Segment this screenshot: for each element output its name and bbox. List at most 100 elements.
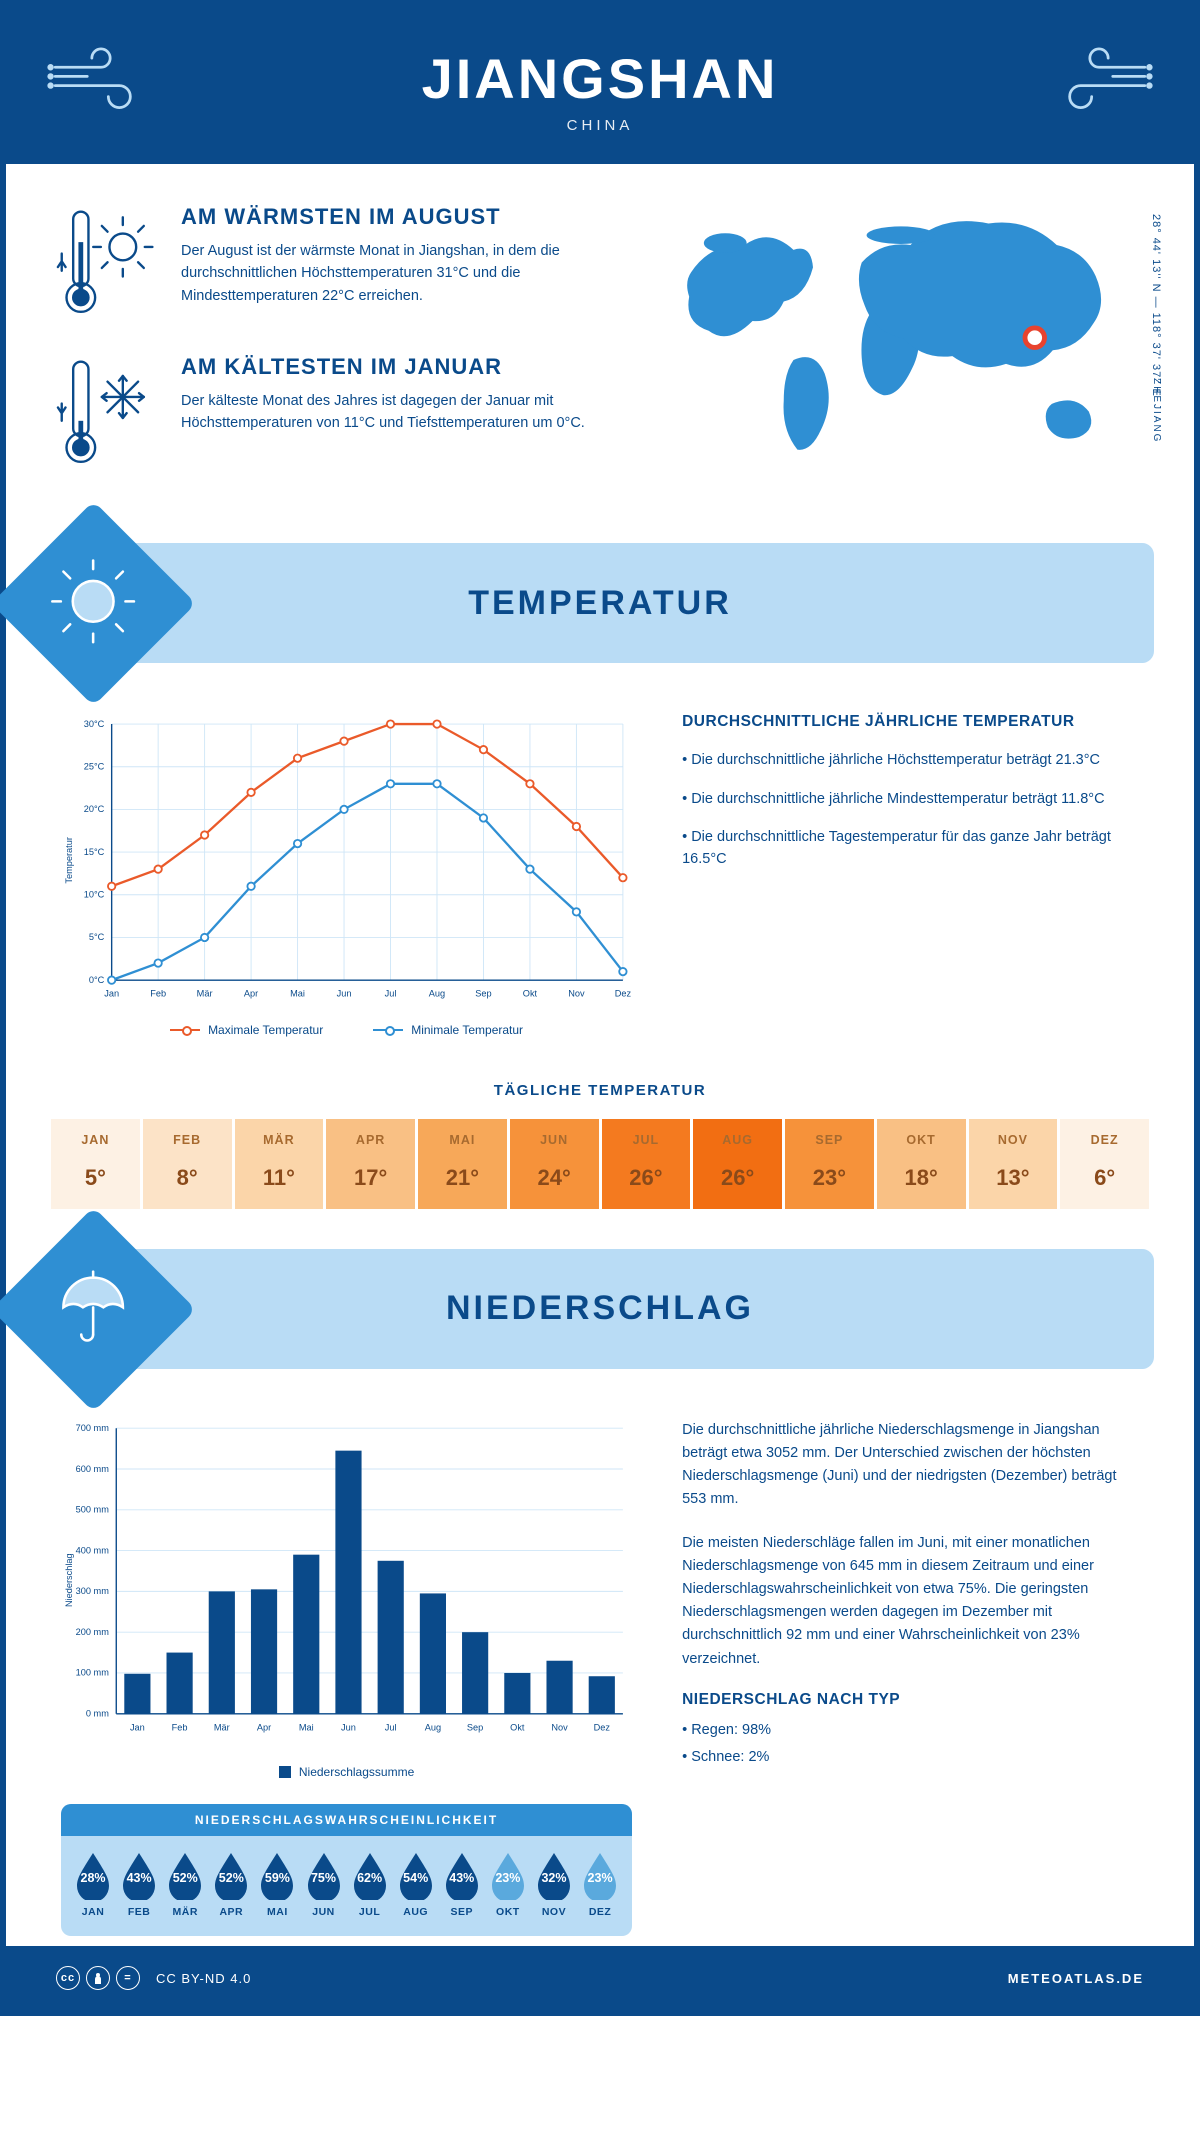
precipitation-probability-box: NIEDERSCHLAGSWAHRSCHEINLICHKEIT 28%JAN43… [61, 1804, 632, 1936]
license-block: cc = CC BY-ND 4.0 [56, 1966, 251, 1990]
infographic-frame: JIANGSHAN CHINA AM WÄRMS [0, 0, 1200, 2016]
nd-icon: = [116, 1966, 140, 1990]
daily-cell: APR17° [326, 1119, 415, 1209]
svg-text:Jun: Jun [337, 989, 352, 999]
world-map [657, 204, 1144, 477]
daily-cell: AUG26° [693, 1119, 782, 1209]
daily-cell: OKT18° [877, 1119, 966, 1209]
svg-text:Nov: Nov [568, 989, 585, 999]
svg-text:10°C: 10°C [84, 890, 105, 900]
svg-text:Mai: Mai [299, 1722, 314, 1732]
daily-temp-grid: JAN5°FEB8°MÄR11°APR17°MAI21°JUN24°JUL26°… [51, 1119, 1149, 1209]
svg-text:Feb: Feb [150, 989, 166, 999]
svg-text:Mai: Mai [290, 989, 305, 999]
prob-cell: 32%NOV [532, 1850, 576, 1918]
prob-cell: 52%MÄR [163, 1850, 207, 1918]
svg-text:Mär: Mär [214, 1722, 230, 1732]
summary-row: AM WÄRMSTEN IM AUGUST Der August ist der… [6, 164, 1194, 533]
svg-text:Niederschlag: Niederschlag [64, 1553, 74, 1607]
precipitation-content: Niederschlag 0 mm 100 mm 200 mm 300 mm 400 m… [6, 1399, 1194, 1947]
daily-cell: DEZ6° [1060, 1119, 1149, 1209]
svg-text:Sep: Sep [467, 1722, 483, 1732]
svg-text:Jun: Jun [341, 1722, 356, 1732]
prob-cell: 75%JUN [301, 1850, 345, 1918]
daily-cell: MÄR11° [235, 1119, 324, 1209]
prob-cell: 23%OKT [486, 1850, 530, 1918]
svg-text:700 mm: 700 mm [76, 1423, 110, 1433]
svg-text:Aug: Aug [425, 1722, 441, 1732]
prob-cell: 43%SEP [440, 1850, 484, 1918]
coldest-block: AM KÄLTESTEN IM JANUAR Der kälteste Mona… [56, 354, 617, 474]
daily-cell: MAI21° [418, 1119, 507, 1209]
temp-info-title: DURCHSCHNITTLICHE JÄHRLICHE TEMPERATUR [682, 713, 1139, 731]
umbrella-icon [0, 1207, 196, 1412]
prob-title: NIEDERSCHLAGSWAHRSCHEINLICHKEIT [61, 1804, 632, 1836]
temperature-title: TEMPERATUR [46, 584, 1154, 623]
svg-text:400 mm: 400 mm [76, 1545, 110, 1555]
wind-icon-left [46, 41, 156, 121]
svg-text:100 mm: 100 mm [76, 1668, 110, 1678]
temperature-line-chart: Temperatur 0°C5°C10°C15°C20°C25°C30°CJan… [61, 713, 632, 1008]
daily-cell: SEP23° [785, 1119, 874, 1209]
svg-text:Jan: Jan [130, 1722, 145, 1732]
daily-cell: NOV13° [969, 1119, 1058, 1209]
precipitation-bar-chart: Niederschlag 0 mm 100 mm 200 mm 300 mm 400 m… [61, 1419, 632, 1751]
svg-text:500 mm: 500 mm [76, 1504, 110, 1514]
svg-text:Feb: Feb [172, 1722, 188, 1732]
svg-text:Okt: Okt [510, 1722, 525, 1732]
temp-info-p2: • Die durchschnittliche jährliche Mindes… [682, 788, 1139, 810]
precip-p2: Die meisten Niederschläge fallen im Juni… [682, 1532, 1139, 1671]
site-label: METEOATLAS.DE [1008, 1971, 1144, 1986]
header: JIANGSHAN CHINA [6, 6, 1194, 164]
country-label: CHINA [26, 117, 1174, 134]
by-icon [86, 1966, 110, 1990]
coldest-title: AM KÄLTESTEN IM JANUAR [181, 354, 617, 380]
temperature-content: Temperatur 0°C5°C10°C15°C20°C25°C30°CJan… [6, 693, 1194, 1057]
warmest-title: AM WÄRMSTEN IM AUGUST [181, 204, 617, 230]
svg-text:Aug: Aug [429, 989, 445, 999]
temp-info-p1: • Die durchschnittliche jährliche Höchst… [682, 749, 1139, 771]
svg-text:15°C: 15°C [84, 847, 105, 857]
svg-text:Apr: Apr [257, 1722, 271, 1732]
precip-type-title: NIEDERSCHLAG NACH TYP [682, 1691, 1139, 1709]
svg-text:0°C: 0°C [89, 975, 105, 985]
svg-text:Jul: Jul [385, 989, 397, 999]
temperature-banner: TEMPERATUR [46, 543, 1154, 663]
cc-icon: cc [56, 1966, 80, 1990]
precip-type-p1: • Regen: 98% [682, 1719, 1139, 1742]
svg-text:25°C: 25°C [84, 762, 105, 772]
daily-cell: JAN5° [51, 1119, 140, 1209]
svg-text:Temperatur: Temperatur [64, 837, 74, 884]
svg-text:Mär: Mär [197, 989, 213, 999]
prob-cell: 23%DEZ [578, 1850, 622, 1918]
svg-text:Dez: Dez [594, 1722, 611, 1732]
svg-text:Jul: Jul [385, 1722, 397, 1732]
svg-text:Okt: Okt [523, 989, 538, 999]
daily-temp-title: TÄGLICHE TEMPERATUR [6, 1082, 1194, 1099]
svg-text:30°C: 30°C [84, 719, 105, 729]
precipitation-title: NIEDERSCHLAG [46, 1289, 1154, 1328]
precip-legend: Niederschlagssumme [61, 1765, 632, 1779]
precipitation-banner: NIEDERSCHLAG [46, 1249, 1154, 1369]
svg-text:5°C: 5°C [89, 932, 105, 942]
warmest-block: AM WÄRMSTEN IM AUGUST Der August ist der… [56, 204, 617, 324]
coordinates-label: 28° 44' 13'' N — 118° 37' 37'' E [1150, 214, 1162, 397]
svg-text:0 mm: 0 mm [86, 1708, 109, 1718]
daily-cell: JUL26° [602, 1119, 691, 1209]
footer: cc = CC BY-ND 4.0 METEOATLAS.DE [6, 1946, 1194, 2010]
precip-p1: Die durchschnittliche jährliche Niedersc… [682, 1419, 1139, 1512]
prob-cell: 59%MAI [255, 1850, 299, 1918]
svg-text:200 mm: 200 mm [76, 1627, 110, 1637]
svg-text:600 mm: 600 mm [76, 1464, 110, 1474]
warmest-text: Der August ist der wärmste Monat in Jian… [181, 240, 617, 307]
prob-cell: 43%FEB [117, 1850, 161, 1918]
svg-text:Nov: Nov [551, 1722, 568, 1732]
daily-cell: JUN24° [510, 1119, 599, 1209]
wind-icon-right [1044, 41, 1154, 121]
svg-text:20°C: 20°C [84, 804, 105, 814]
svg-text:Sep: Sep [475, 989, 491, 999]
svg-text:300 mm: 300 mm [76, 1586, 110, 1596]
city-title: JIANGSHAN [26, 46, 1174, 111]
prob-cell: 54%AUG [394, 1850, 438, 1918]
precip-type-p2: • Schnee: 2% [682, 1746, 1139, 1769]
